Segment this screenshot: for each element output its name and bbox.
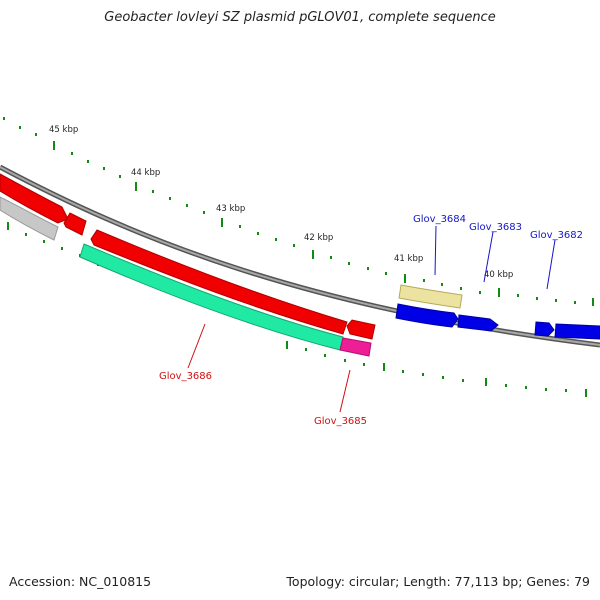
ruler-label-40kbp: 40 kbp	[484, 270, 513, 280]
ruler-ticks-outer	[3, 117, 594, 306]
gene-label-glov-3685: Glov_3685	[314, 416, 367, 427]
misc-feature	[398, 284, 463, 309]
forward-cds-3	[534, 321, 555, 337]
ruler-label-43kbp: 43 kbp	[216, 204, 245, 214]
forward-cds-2	[457, 314, 499, 332]
leader-glov-3685	[339, 369, 351, 413]
ruler-label-44kbp: 44 kbp	[131, 168, 160, 178]
reverse-cds-short	[346, 319, 376, 340]
leader-glov-3683	[483, 231, 494, 283]
leader-glov-3686	[187, 323, 206, 369]
reverse-cds-long-upper	[0, 173, 69, 224]
accession-text: Accession: NC_010815	[9, 574, 152, 589]
leader-glov-3684	[434, 225, 437, 276]
topology-summary: Topology: circular; Length: 77,113 bp; G…	[286, 574, 590, 589]
pseudo-feature	[339, 337, 372, 357]
ruler-label-42kbp: 42 kbp	[304, 233, 333, 243]
map-title: Geobacter lovleyi SZ plasmid pGLOV01, co…	[104, 10, 496, 25]
forward-cds-4	[554, 323, 600, 340]
feature-grey-arc	[0, 196, 59, 241]
gene-label-glov-3683: Glov_3683	[469, 222, 522, 233]
reverse-cds-short-upper	[63, 212, 87, 236]
forward-cds-1	[395, 303, 459, 328]
gene-label-glov-3686: Glov_3686	[159, 371, 212, 382]
gene-label-glov-3682: Glov_3682	[530, 230, 583, 241]
ruler-label-45kbp: 45 kbp	[49, 125, 78, 135]
leader-glov-3682	[546, 239, 556, 290]
reverse-cds-long	[90, 229, 348, 335]
ruler-label-41kbp: 41 kbp	[394, 254, 423, 264]
gene-label-glov-3684: Glov_3684	[413, 214, 466, 225]
